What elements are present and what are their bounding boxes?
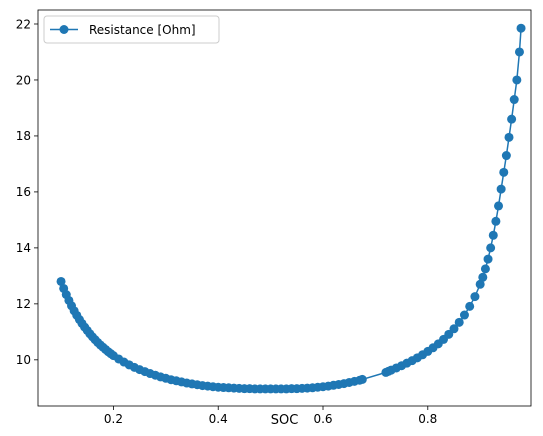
y-axis: 10 12 14 16 18 20 22 [16, 17, 38, 367]
data-point [357, 374, 367, 384]
data-point [56, 276, 66, 286]
data-point [514, 47, 524, 57]
data-point [491, 216, 501, 226]
data-point [454, 317, 464, 327]
data-point [494, 201, 504, 211]
legend-box [43, 15, 220, 44]
x-axis-label: SOC [271, 413, 299, 428]
data-point [486, 243, 496, 253]
data-point [496, 184, 506, 194]
data-point [465, 301, 475, 311]
y-tick-label: 20 [16, 73, 31, 87]
data-point [470, 292, 480, 302]
x-tick-label: 0.2 [104, 412, 123, 426]
y-tick-label: 10 [16, 353, 31, 367]
data-point [449, 324, 459, 334]
x-tick-label: 0.4 [209, 412, 228, 426]
x-tick-label: 0.8 [418, 412, 437, 426]
data-point [499, 167, 509, 177]
data-point [483, 254, 493, 264]
y-tick-label: 12 [16, 297, 31, 311]
legend: Resistance [Ohm] [43, 15, 220, 44]
data-point [475, 279, 485, 289]
plot-frame [37, 9, 532, 407]
data-point [509, 95, 519, 105]
x-axis: 0.2 0.4 0.6 0.8 [104, 406, 437, 426]
data-point [516, 23, 526, 33]
data-point [488, 230, 498, 240]
data-point [501, 151, 511, 161]
y-tick-label: 22 [16, 17, 31, 31]
data-point [478, 272, 488, 282]
data-point [512, 75, 522, 85]
data-point [480, 264, 490, 274]
y-tick-label: 18 [16, 129, 31, 143]
x-tick-label: 0.6 [313, 412, 332, 426]
y-tick-label: 16 [16, 185, 31, 199]
legend-label: Resistance [Ohm] [89, 23, 196, 37]
data-point [507, 114, 517, 124]
legend-marker [59, 25, 69, 34]
plot-area [56, 23, 526, 394]
data-point [504, 132, 514, 142]
data-point [459, 310, 469, 320]
y-tick-label: 14 [16, 241, 31, 255]
